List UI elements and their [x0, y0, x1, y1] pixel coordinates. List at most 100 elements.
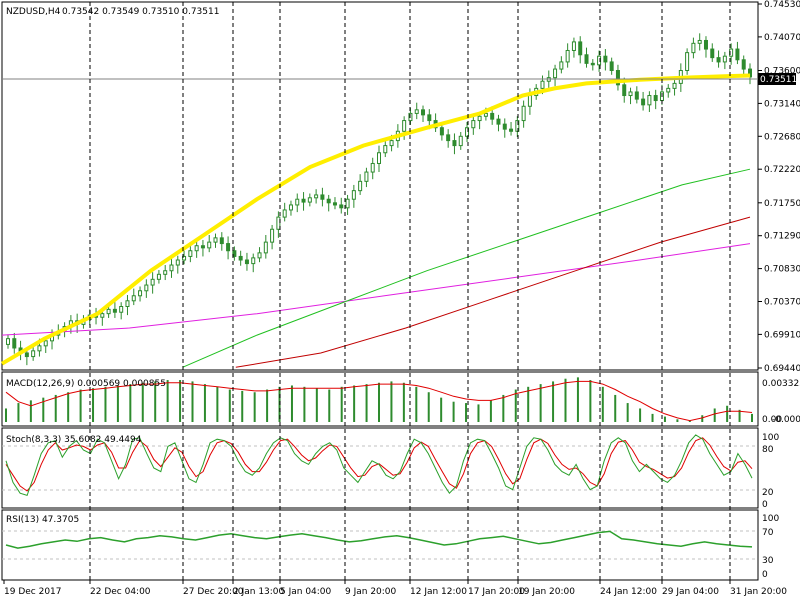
candle-body [597, 55, 602, 66]
x-tick-label: 29 Jan 04:00 [662, 587, 719, 597]
rsi-line [5, 530, 753, 549]
ma-green-line [182, 168, 751, 368]
candle-body [496, 118, 501, 125]
candle-body [351, 190, 356, 200]
candle-body [257, 252, 262, 259]
candle-body [609, 61, 614, 72]
candle-body [584, 54, 589, 64]
candle-body [263, 241, 268, 254]
candle-body [307, 197, 312, 203]
x-tick-label: 17 Jan 20:00 [468, 587, 525, 597]
price-y-tick-label: 0.71750 [764, 199, 800, 209]
price-y-tick-label: 0.72680 [764, 132, 800, 142]
candle-body [358, 180, 363, 192]
x-tick-label: 12 Jan 12:00 [410, 587, 467, 597]
candle-body [622, 84, 627, 97]
candle-body [251, 257, 256, 265]
candle-body [24, 352, 29, 358]
candle-body [182, 255, 187, 261]
candle-body [590, 62, 595, 66]
candle-body [578, 41, 583, 56]
rsi-panel: RSI(13) 47.3705 100 70 30 0 [1, 509, 779, 581]
price-panel: NZDUSD,H4 0.73542 0.73549 0.73510 0.7351… [0, 0, 800, 374]
candle-body [345, 198, 350, 209]
stoch-panel-frame [1, 427, 759, 509]
candle-body [12, 338, 17, 349]
candle-body [703, 39, 708, 50]
candle-body [31, 350, 36, 358]
price-y-tick-label: 0.72220 [764, 165, 800, 175]
candle-body [628, 91, 633, 97]
macd-signal-line [5, 380, 753, 422]
current-price-badge [758, 73, 796, 85]
candle-body [175, 259, 180, 266]
stoch-tick-0: 0 [762, 500, 768, 510]
candle-body [213, 237, 218, 243]
price-ohlc: 0.73542 0.73549 0.73510 0.73511 [62, 7, 219, 17]
x-axis-ticks: 19 Dec 2017 22 Dec 04:00 27 Dec 20:002 Jan… [3, 580, 787, 597]
price-y-tick-label: 0.70370 [764, 297, 800, 307]
stoch-tick-80: 80 [762, 445, 774, 455]
price-y-tick-label: 0.71290 [764, 232, 800, 242]
candle-body [276, 216, 281, 230]
candle-body [282, 209, 287, 218]
rsi-tick-70: 70 [762, 528, 774, 538]
price-panel-frame [1, 1, 759, 371]
candle-body [571, 41, 576, 51]
candle-body [169, 264, 174, 272]
candle-body [685, 52, 690, 72]
ma-red-line [235, 216, 751, 368]
candle-body [458, 135, 463, 147]
stoch-tick-20: 20 [762, 488, 774, 498]
candle-body [722, 55, 727, 63]
macd-tick-extra: -0.000063 [772, 415, 800, 425]
candle-body [647, 95, 652, 106]
candle-body [389, 140, 394, 147]
x-tick-label: 22 Dec 04:00 [90, 587, 151, 597]
candle-body [377, 152, 381, 164]
candle-body [119, 305, 124, 313]
candle-body [112, 308, 117, 313]
candle-body [414, 109, 419, 114]
candle-body [364, 171, 369, 182]
candle-body [527, 95, 532, 107]
price-y-ticks: 0.74530 0.74070 0.73600 0.73140 0.72680 0.722… [758, 0, 800, 374]
candle-body [641, 98, 646, 106]
candle-body [697, 39, 702, 44]
candle-body [716, 57, 721, 63]
price-y-tick-label: 0.69440 [764, 364, 800, 374]
stoch-panel: Stoch(8,3,3) 35.6082 49.4494 100 80 20 0 [1, 427, 779, 510]
candle-body [163, 270, 168, 275]
candle-body [6, 338, 10, 345]
candle-body [615, 70, 620, 86]
candle-body [244, 259, 249, 265]
x-tick-label: 24 Jan 12:00 [600, 587, 657, 597]
candle-body [156, 273, 161, 280]
time-grid [89, 2, 731, 580]
candle-body [477, 115, 482, 122]
candle-body [232, 250, 237, 257]
candle-body [509, 128, 514, 132]
candle-body [421, 109, 426, 116]
candle-body [553, 68, 558, 79]
rsi-tick-0: 0 [762, 570, 768, 580]
candle-body [735, 48, 740, 61]
candle-body [219, 237, 224, 245]
candle-body [490, 112, 495, 120]
candle-body [125, 300, 130, 307]
x-tick-label: 27 Dec 20:00 [183, 587, 244, 597]
candle-body [200, 245, 205, 249]
candle-body [288, 204, 293, 211]
candle-body [131, 295, 136, 302]
candle-body [150, 278, 155, 286]
candle-body [439, 127, 444, 136]
macd-bars [5, 377, 753, 422]
candle-body [402, 120, 407, 132]
rsi-tick-30: 30 [762, 556, 774, 566]
candle-body [465, 127, 470, 137]
stoch-label: Stoch(8,3,3) 35.6082 49.4494 [6, 435, 142, 445]
candle-body [710, 48, 715, 59]
candle-body [100, 313, 105, 318]
candle-body [383, 145, 388, 154]
candle-body [226, 243, 231, 252]
